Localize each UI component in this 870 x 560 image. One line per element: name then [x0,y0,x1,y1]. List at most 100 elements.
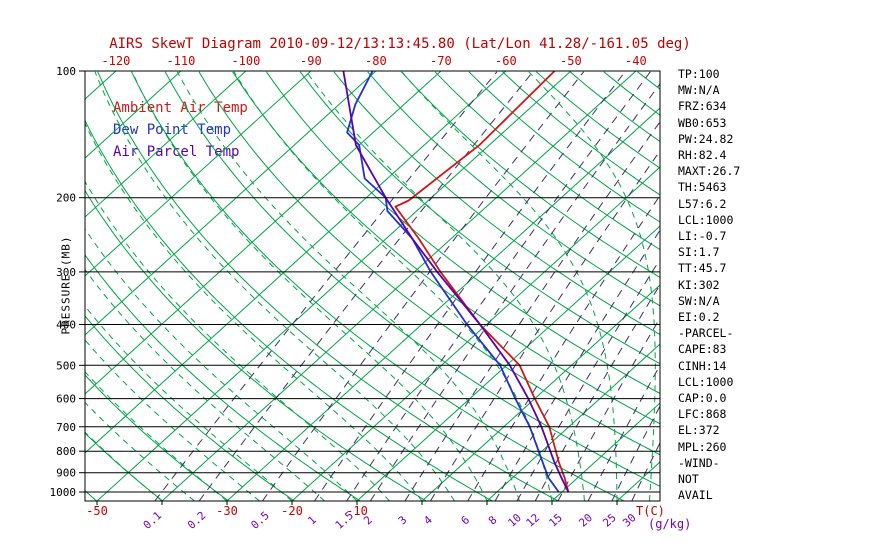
dry-adiabat-line [265,71,660,395]
top-temp-label: -120 [101,54,130,68]
mixing-ratio-label: 4 [421,513,435,527]
top-temp-label: -80 [365,54,387,68]
mixing-ratio-line [587,364,660,501]
isotherm-line [421,284,660,501]
isotherm-line [85,71,117,100]
stat-line: RH:82.4 [678,148,727,163]
moist-adiabat-line [85,180,390,501]
pressure-tick-label: 800 [56,445,76,458]
mixing-ratio-line [631,441,660,501]
moist-adiabat-line [85,122,423,501]
mixing-ratio-label: 0.5 [248,509,271,532]
top-temp-label: -110 [166,54,195,68]
stat-line: PW:24.82 [678,131,734,146]
stat-line: LFC:868 [678,407,727,422]
mixing-ratio-label: 8 [486,513,500,527]
stat-line: L57:6.2 [678,196,727,211]
mixing-ratio-line [494,229,660,501]
mixing-ratio-label: 6 [459,513,473,527]
moist-adiabat-line [85,305,293,501]
mixing-ratio-line [534,283,660,501]
isotherm-line [85,71,247,218]
stat-line: NOT [678,472,699,487]
dry-adiabat-line [85,374,229,501]
top-temp-label: -40 [625,54,647,68]
legend-dew-point-temp: Dew Point Temp [113,122,232,138]
moist-adiabat-line [306,71,585,501]
stat-line: AVAIL [678,488,713,503]
isotherm-line [0,71,51,501]
legend-air-parcel-temp: Air Parcel Temp [113,144,240,160]
dry-adiabat-line [367,71,660,307]
dew-point-temp-trace [346,71,560,493]
stat-line: TT:45.7 [678,261,727,276]
pressure-tick-label: 700 [56,421,76,434]
pressure-tick-label: 1000 [50,486,77,499]
stats-panel: TP:100 MW:N/A FRZ:634 WB0:653 PW:24.82 RH:82.… [678,66,740,503]
temp-unit-label: T(C) [636,504,665,518]
isotherm-line [85,71,312,277]
moist-adiabat-line [85,401,195,501]
mixing-ratio-label: 3 [396,513,410,527]
isotherm-line [486,343,660,501]
plot-frame [84,70,661,502]
stat-line: -PARCEL- [678,326,734,341]
pressure-tick-label: 500 [56,359,76,372]
mixing-ratio-line [611,405,660,501]
stat-line: EI:0.2 [678,310,720,325]
mixing-ratio-label: 10 [505,511,524,530]
dry-adiabat-line [434,71,660,251]
isotherm-line [85,71,377,336]
mixing-ratio-label: 2 [361,513,375,527]
top-temp-label: -90 [300,54,322,68]
mixing-ratio-line [404,120,660,501]
mixing-ratio-line [369,83,660,501]
dry-adiabat-line [85,489,98,501]
pressure-tick-label: 400 [56,319,76,332]
isotherm-line [551,402,660,501]
isotherm-line [85,71,442,395]
stat-line: CINH:14 [678,358,727,373]
isotherm-line [356,225,660,501]
top-temp-label: -60 [495,54,517,68]
mixing-ratio-line [314,71,626,501]
mixing-ratio-line [154,71,498,501]
bottom-temp-label: -20 [281,504,303,518]
mixing-ratio-line [262,71,584,501]
moist-adiabat-line [131,71,488,501]
stat-line: LCL:1000 [678,212,734,227]
stat-line: MPL:260 [678,439,727,454]
mixing-unit-label: (g/kg) [648,517,691,531]
stat-line: EL:372 [678,423,720,438]
dry-adiabat-line [85,254,361,501]
stat-line: CAPE:83 [678,342,727,357]
moist-adiabat-line [85,371,228,501]
stat-line: TH:5463 [678,180,727,195]
pressure-tick-label: 300 [56,266,76,279]
moist-adiabat-line [233,71,553,501]
dry-adiabat-line [401,71,660,279]
mixing-ratio-line [557,317,660,501]
pressure-tick-label: 100 [56,65,76,78]
dry-adiabat-line [333,71,660,336]
dry-adiabat-line [198,71,660,456]
mixing-ratio-label: 12 [524,511,543,530]
stat-line: LCL:1000 [678,374,734,389]
moist-adiabat-line [401,71,618,501]
pressure-tick-label: 900 [56,467,76,480]
stat-line: TP:100 [678,67,720,81]
moist-adiabat-line [94,71,455,501]
stat-line: MAXT:26.7 [678,164,741,179]
isotherm-line [226,107,660,501]
stat-line: SW:N/A [678,293,720,308]
stat-line: WB0:653 [678,115,727,130]
stat-line: CAP:0.0 [678,391,727,406]
dry-adiabat-line [85,189,427,501]
isotherm-line [616,461,660,501]
top-temp-label: -100 [231,54,260,68]
dry-adiabat-line [637,71,660,90]
stat-line: KI:302 [678,277,720,292]
moist-adiabat-line [528,71,656,501]
